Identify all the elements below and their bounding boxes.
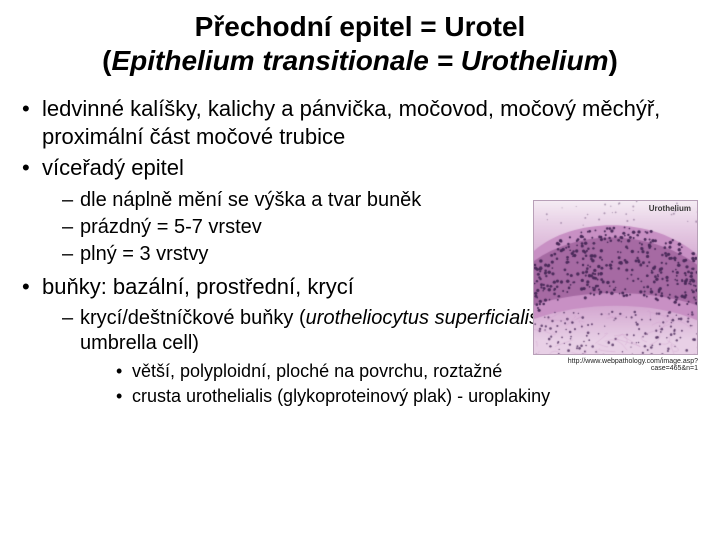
- bullet-text: větší, polyploidní, ploché na povrchu, r…: [132, 361, 502, 381]
- bullet-text: crusta urothelialis (glykoproteinový pla…: [132, 386, 550, 406]
- bullet-text: dle náplně mění se výška a tvar buněk: [80, 189, 421, 211]
- histology-image: Urothelium: [533, 200, 698, 355]
- image-caption: http://www.webpathology.com/image.asp?ca…: [533, 358, 698, 372]
- title-line1: Přechodní epitel = Urotel: [20, 10, 700, 44]
- slide-title: Přechodní epitel = Urotel (Epithelium tr…: [20, 10, 700, 77]
- bullet-text: ledvinné kalíšky, kalichy a pánvička, mo…: [42, 96, 660, 149]
- title-line2: (Epithelium transitionale = Urothelium): [20, 44, 700, 78]
- histology-canvas: [534, 201, 698, 355]
- list-item: ledvinné kalíšky, kalichy a pánvička, mo…: [20, 95, 700, 150]
- bullet-text: víceřadý epitel: [42, 155, 184, 180]
- bullet-text: plný = 3 vrstvy: [80, 243, 208, 265]
- bullet-text: prázdný = 5-7 vrstev: [80, 216, 262, 238]
- bullet-text: buňky: bazální, prostřední, krycí: [42, 274, 354, 299]
- image-label: Urothelium: [649, 204, 691, 213]
- list-item: crusta urothelialis (glykoproteinový pla…: [80, 385, 700, 408]
